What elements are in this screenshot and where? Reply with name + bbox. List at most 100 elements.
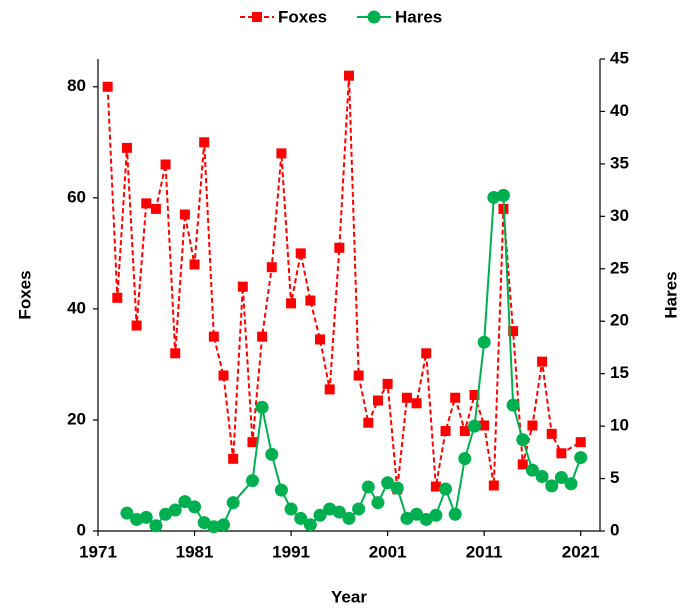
- y2-tick-label: 25: [610, 258, 629, 277]
- series-line: [126, 194, 582, 528]
- y2-tick-label: 5: [610, 468, 619, 487]
- point: [303, 518, 317, 532]
- y-tick-label: 40: [67, 298, 86, 317]
- legend-marker: [252, 12, 262, 22]
- point: [237, 281, 248, 292]
- point: [139, 510, 153, 524]
- point: [516, 433, 530, 447]
- point: [150, 203, 161, 214]
- point: [342, 511, 356, 525]
- point: [188, 500, 202, 514]
- point: [208, 331, 219, 342]
- point: [382, 378, 393, 389]
- point: [120, 506, 134, 520]
- point: [276, 148, 287, 159]
- point: [179, 209, 190, 220]
- point: [207, 520, 221, 534]
- point: [353, 370, 364, 381]
- point: [131, 320, 142, 331]
- y-tick-label: 60: [67, 187, 86, 206]
- point: [284, 502, 298, 516]
- point: [575, 437, 586, 448]
- point: [266, 262, 277, 273]
- y-tick-label: 20: [67, 409, 86, 428]
- point: [459, 426, 470, 437]
- point: [295, 248, 306, 259]
- point: [488, 480, 499, 491]
- point: [439, 482, 453, 496]
- point: [324, 384, 335, 395]
- point: [149, 519, 163, 533]
- y2-tick-label: 15: [610, 363, 629, 382]
- y2-tick-label: 0: [610, 520, 619, 539]
- point: [217, 518, 230, 532]
- y2-axis-label: Hares: [661, 271, 680, 318]
- point: [517, 459, 528, 470]
- point: [411, 398, 422, 409]
- point: [168, 503, 182, 517]
- x-axis-label: Year: [331, 587, 367, 606]
- point: [313, 508, 327, 522]
- point: [363, 417, 374, 428]
- y2-tick-label: 20: [610, 311, 629, 330]
- point: [564, 477, 578, 491]
- point: [487, 190, 501, 204]
- legend-label: Foxes: [278, 7, 327, 26]
- point: [401, 392, 412, 403]
- point: [102, 81, 113, 92]
- y-axis-label: Foxes: [15, 270, 34, 319]
- legend-label: Hares: [395, 7, 442, 26]
- y-tick-label: 80: [67, 76, 86, 95]
- y-tick-label: 0: [77, 520, 86, 539]
- point: [257, 331, 268, 342]
- point: [477, 335, 491, 349]
- y2-tick-label: 35: [610, 153, 629, 172]
- point: [226, 496, 240, 510]
- x-tick-label: 1971: [79, 542, 117, 561]
- point: [545, 479, 559, 493]
- point: [450, 392, 461, 403]
- x-tick-label: 2011: [466, 542, 503, 561]
- point: [527, 420, 538, 431]
- point: [506, 398, 520, 412]
- point: [160, 159, 171, 170]
- x-tick-label: 1981: [176, 542, 214, 561]
- point: [496, 188, 510, 202]
- point: [247, 437, 258, 448]
- point: [440, 426, 451, 437]
- point: [371, 496, 385, 510]
- point: [421, 348, 432, 359]
- point: [315, 334, 326, 345]
- point: [429, 508, 443, 522]
- point: [556, 448, 567, 459]
- y2-tick-label: 45: [610, 48, 629, 67]
- point: [554, 471, 568, 485]
- point: [574, 451, 588, 465]
- point: [199, 137, 210, 148]
- point: [245, 474, 259, 488]
- point: [294, 511, 308, 525]
- point: [141, 198, 152, 209]
- legend-marker: [367, 10, 381, 24]
- point: [410, 507, 424, 521]
- point: [255, 400, 269, 414]
- x-tick-label: 1991: [272, 542, 310, 561]
- point: [332, 505, 346, 519]
- point: [458, 452, 472, 466]
- point: [286, 298, 297, 309]
- point: [381, 476, 395, 490]
- point: [468, 419, 481, 433]
- series-line: [106, 75, 582, 490]
- point: [537, 356, 548, 367]
- y2-tick-label: 40: [610, 101, 629, 120]
- y2-tick-label: 30: [610, 206, 629, 225]
- y2-tick-label: 10: [610, 416, 629, 435]
- point: [525, 463, 539, 477]
- point: [170, 348, 181, 359]
- point: [334, 242, 345, 253]
- point: [361, 480, 375, 494]
- point: [535, 469, 549, 483]
- point: [508, 326, 519, 337]
